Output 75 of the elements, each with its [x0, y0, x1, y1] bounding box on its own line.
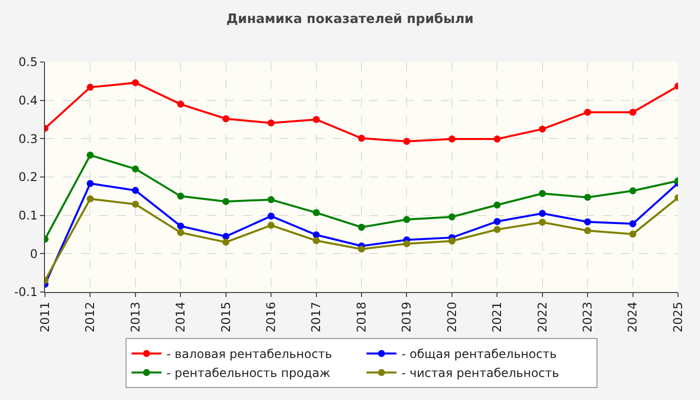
y-tick-label: -0.1 [14, 285, 38, 300]
x-tick-label: 2017 [309, 302, 324, 332]
point [494, 201, 501, 208]
point [222, 115, 230, 122]
x-tick-label: 2012 [83, 302, 98, 332]
point [358, 134, 365, 142]
point [132, 79, 139, 86]
point [86, 84, 94, 91]
point [312, 209, 320, 216]
point [268, 196, 275, 204]
point [494, 218, 501, 225]
y-tick-label: 0.5 [18, 55, 38, 70]
point [448, 213, 456, 220]
point [584, 227, 592, 234]
point [448, 238, 456, 245]
point [222, 232, 230, 240]
point [403, 216, 410, 224]
x-tick-label: 2016 [264, 302, 278, 332]
x-tick-label: 2025 [670, 302, 685, 332]
y-tick-label: 0.3 [18, 132, 38, 146]
point [584, 108, 592, 116]
x-tick-label: 2022 [535, 302, 550, 332]
point [538, 218, 546, 226]
point [629, 220, 636, 228]
point [629, 108, 636, 116]
point [312, 116, 320, 123]
point [132, 200, 139, 208]
point [268, 222, 275, 229]
point [403, 138, 410, 145]
point [629, 187, 636, 194]
point [358, 246, 365, 253]
point [358, 224, 365, 231]
point [538, 126, 546, 133]
x-tick-label: 2024 [626, 302, 640, 332]
legend-label: - чистая рентабельность [402, 366, 560, 380]
point [86, 152, 94, 159]
x-tick-label: 2015 [218, 302, 233, 332]
x-tick-label: 2023 [580, 302, 594, 332]
point [177, 222, 184, 230]
point [86, 180, 94, 188]
y-tick-label: 0.4 [18, 94, 38, 108]
point [177, 192, 184, 200]
x-tick-label: 2019 [400, 302, 414, 332]
point [584, 194, 592, 201]
point [268, 119, 275, 126]
x-tick-label: 2020 [444, 302, 459, 332]
x-tick-label: 2018 [354, 302, 368, 332]
y-tick-label: 0.2 [18, 170, 38, 184]
point [494, 226, 501, 234]
point [222, 238, 230, 246]
point [132, 186, 139, 194]
point [538, 190, 546, 197]
legend-label: - рентабельность продаж [166, 366, 330, 380]
x-tick-label: 2013 [128, 302, 142, 332]
point [86, 195, 94, 202]
point [177, 229, 184, 236]
y-tick-label: 0.1 [18, 208, 38, 223]
point [268, 212, 275, 220]
y-tick-label: 0 [30, 246, 38, 261]
point [132, 165, 139, 172]
point [629, 230, 636, 238]
point [222, 198, 230, 206]
point [494, 136, 501, 143]
legend-label: - валовая рентабельность [166, 347, 332, 362]
point [584, 218, 592, 226]
point [448, 136, 456, 143]
x-tick-label: 2011 [38, 302, 52, 332]
x-tick-label: 2021 [490, 302, 504, 332]
point [312, 237, 320, 244]
x-tick-label: 2014 [174, 302, 188, 332]
point [177, 100, 184, 108]
point [403, 240, 410, 248]
legend-label: - общая рентабельность [402, 347, 557, 362]
chart-title: Динамика показателей прибыли [226, 12, 474, 28]
point [538, 210, 546, 217]
